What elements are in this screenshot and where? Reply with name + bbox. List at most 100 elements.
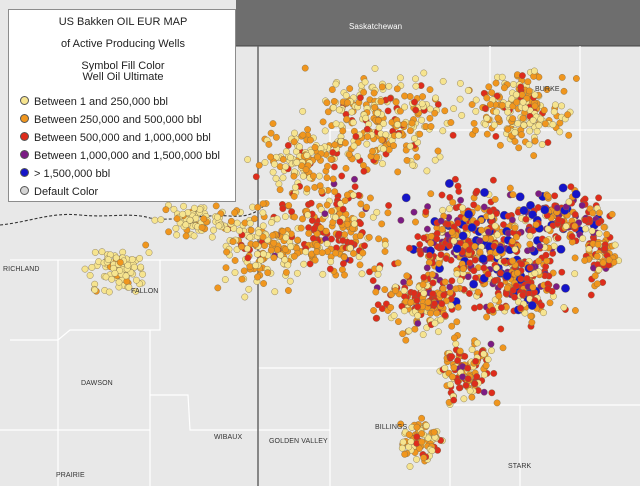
well-point [522,215,530,223]
well-point [526,232,534,240]
well-point [231,209,239,217]
well-point [190,232,198,240]
well-point [526,127,533,135]
well-point [444,220,452,228]
well-point [290,138,298,146]
well-point [461,352,469,360]
well-point [448,228,456,236]
well-point [363,140,371,148]
well-point [385,82,393,90]
well-point [497,325,505,333]
well-point [282,163,289,171]
well-point [282,234,290,242]
well-point [596,209,603,217]
well-point [273,215,281,223]
well-point [293,159,301,166]
well-point [350,220,358,228]
well-point [452,244,462,254]
well-point [561,283,570,293]
well-point [165,228,173,236]
well-point [442,255,450,262]
well-point [459,204,466,212]
well-point [172,224,180,232]
well-point [515,144,523,152]
well-point [332,80,340,88]
well-point [477,226,485,234]
label-richland-county: RICHLAND [3,266,40,273]
well-point [460,395,468,403]
well-point [414,319,422,327]
legend-title-line-1: US Bakken OIL EUR MAP [58,16,188,28]
well-point [279,227,287,235]
well-point [489,176,497,184]
well-point [469,279,478,289]
well-point [413,297,421,304]
well-point [441,364,449,372]
well-point [410,135,418,142]
well-point [91,248,99,256]
well-point [550,108,558,116]
well-point [558,102,565,110]
well-point [588,227,596,235]
well-point [488,89,496,97]
well-point [500,257,508,265]
well-point [480,264,488,272]
well-point [502,290,510,298]
well-point [542,237,550,245]
well-point [287,243,295,251]
well-point [533,127,541,135]
well-point [544,285,552,293]
well-point [498,101,506,109]
well-point [254,203,262,211]
well-point [414,312,422,320]
well-point [511,246,519,253]
well-point [508,95,516,103]
well-point [490,369,498,377]
well-point [493,92,501,100]
well-point [504,125,512,133]
well-point [457,196,464,204]
well-point [255,161,263,169]
well-point [587,291,595,299]
well-point [518,131,525,139]
well-point [485,83,493,91]
well-point [480,188,489,197]
well-point [151,216,159,224]
well-point [478,254,488,264]
well-point [381,241,389,249]
legend-swatch-orange [20,114,29,123]
well-point [401,103,408,111]
well-point [339,237,347,244]
well-point [466,259,474,267]
well-point [488,347,495,354]
well-point [487,340,495,348]
well-point [540,205,550,215]
well-point [282,148,290,155]
canada-region [0,0,640,46]
well-point [499,344,507,352]
label-saskatchewan: Saskatchewan [349,22,403,31]
well-point [519,72,526,80]
well-point [400,287,408,295]
well-point [437,251,445,259]
well-point [416,130,424,138]
well-point [132,276,140,284]
well-point [444,179,454,188]
well-point [86,271,94,279]
well-point [471,380,479,388]
well-point [608,210,616,218]
well-point [254,273,261,281]
well-point [330,163,338,171]
well-point [595,266,603,274]
well-point [521,104,529,112]
well-point [356,232,364,240]
well-point [247,226,255,234]
well-point [480,203,488,211]
well-point [418,116,425,124]
well-point [381,286,389,293]
well-point [305,224,312,232]
well-point [525,87,533,95]
well-point [493,264,500,272]
